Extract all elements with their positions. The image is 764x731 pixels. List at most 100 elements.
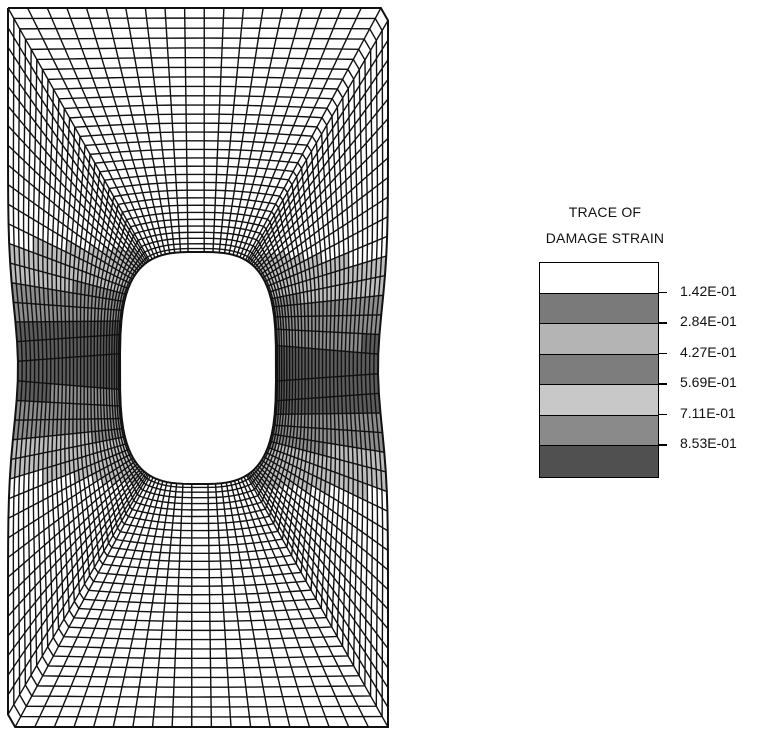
legend-title-line2: DAMAGE STRAIN — [545, 230, 665, 246]
damage-cell — [118, 292, 123, 301]
damage-cell — [343, 252, 349, 269]
damage-cell — [315, 348, 319, 379]
mesh-ring-line — [96, 197, 300, 539]
damage-cell — [94, 355, 98, 388]
damage-cell — [73, 356, 78, 386]
damage-cell — [271, 283, 276, 291]
damage-cell — [65, 403, 70, 420]
damage-cell — [120, 444, 125, 453]
damage-cell — [319, 413, 324, 429]
damage-cell — [319, 301, 324, 317]
damage-cell — [323, 428, 328, 443]
damage-cell — [38, 339, 43, 360]
damage-cell — [38, 359, 43, 383]
damage-cell — [333, 376, 338, 397]
damage-cell — [47, 242, 53, 260]
legend-band — [540, 263, 658, 294]
damage-cell — [318, 441, 324, 456]
damage-cell — [94, 336, 98, 356]
damage-cell — [87, 321, 92, 337]
damage-cell — [330, 470, 336, 486]
damage-cell — [305, 347, 309, 379]
damage-cell — [271, 442, 277, 450]
damage-cell — [42, 271, 48, 289]
damage-cell — [76, 321, 81, 338]
damage-cell — [61, 384, 67, 404]
damage-cell — [115, 438, 121, 447]
damage-cell — [318, 275, 323, 290]
mesh-radial-line — [171, 483, 184, 728]
damage-cell — [69, 459, 75, 474]
legend-title-line1: TRACE OF — [568, 204, 642, 220]
legend-label: 8.53E-01 — [680, 435, 737, 451]
damage-cell — [47, 451, 53, 468]
damage-cell — [275, 289, 281, 298]
mesh-radial-line — [207, 483, 213, 728]
damage-cell — [348, 477, 354, 495]
damage-cell — [339, 473, 345, 491]
damage-cell — [50, 339, 55, 359]
damage-cell — [90, 355, 95, 388]
damage-cell — [76, 337, 81, 357]
damage-cell — [331, 285, 336, 301]
damage-cell — [87, 386, 92, 405]
damage-cell — [319, 428, 324, 443]
damage-cell — [301, 378, 306, 399]
damage-cell — [357, 263, 363, 282]
damage-cell — [80, 294, 85, 308]
damage-cell — [311, 331, 316, 349]
damage-cell — [80, 419, 85, 433]
damage-cell — [52, 289, 57, 306]
damage-cell — [72, 306, 77, 322]
mesh-radial-line — [15, 320, 122, 323]
damage-cell — [308, 413, 312, 428]
damage-cell — [339, 444, 345, 461]
damage-cell — [112, 438, 118, 448]
damage-cell — [327, 286, 332, 302]
damage-cell — [333, 350, 338, 377]
damage-cell — [76, 432, 82, 447]
plate-boundary — [7, 7, 389, 728]
damage-cell — [73, 321, 77, 338]
mesh-ring-line — [99, 204, 297, 532]
damage-cell — [56, 261, 61, 277]
damage-cell — [38, 238, 43, 257]
damage-cell — [66, 239, 72, 255]
damage-cell — [56, 434, 61, 451]
damage-cell — [84, 386, 88, 405]
damage-cell — [23, 249, 30, 269]
damage-cell — [326, 396, 331, 414]
mesh-radial-line — [212, 7, 225, 253]
damage-cell — [357, 374, 362, 395]
damage-cell — [331, 443, 336, 459]
mesh-radial-line — [164, 7, 182, 253]
damage-cell — [345, 351, 350, 377]
mesh-ring-line — [76, 148, 320, 587]
damage-cell — [118, 437, 123, 446]
damage-cell — [72, 280, 78, 294]
damage-cell — [122, 444, 128, 451]
damage-cell — [51, 464, 57, 481]
damage-cell — [277, 296, 282, 307]
damage-cell — [345, 375, 350, 396]
damage-cell — [69, 266, 74, 281]
mesh-radial-line — [151, 483, 178, 728]
damage-cell — [80, 356, 85, 387]
legend-tick — [659, 291, 667, 293]
damage-cell — [100, 354, 104, 389]
mesh-ring-line — [64, 122, 332, 614]
damage-cell — [65, 321, 70, 339]
damage-cell — [335, 270, 340, 286]
mesh-radial-line — [73, 479, 160, 728]
damage-cell — [326, 315, 331, 332]
damage-strain-legend: TRACE OF DAMAGE STRAIN 1.42E-01 2.84E-01 4… — [525, 200, 764, 490]
mesh-ring-line — [46, 85, 350, 650]
damage-cell — [65, 384, 70, 404]
damage-cell — [339, 283, 344, 300]
damage-cell — [322, 377, 327, 398]
mesh-ring-line — [79, 157, 317, 579]
damage-cell — [60, 263, 66, 278]
damage-cell — [54, 358, 59, 385]
damage-cell — [113, 283, 119, 292]
damage-cell — [73, 403, 77, 420]
